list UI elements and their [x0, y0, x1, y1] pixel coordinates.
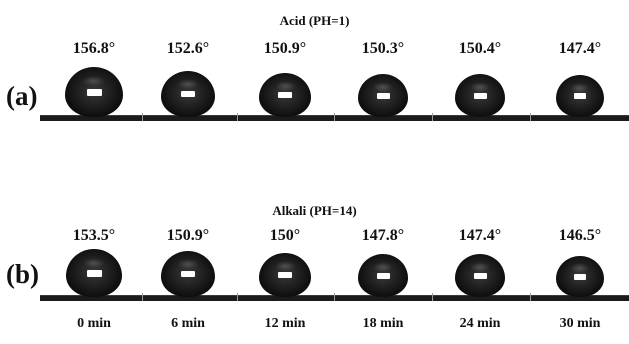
time-label: 0 min: [77, 316, 111, 331]
droplet-glint: [82, 76, 105, 86]
row-a-label: (a): [6, 81, 38, 111]
frame-separator: [432, 293, 433, 301]
droplet-highlight: [278, 272, 292, 278]
droplet-glint: [177, 79, 199, 89]
water-droplet: [259, 73, 311, 117]
droplet-highlight: [377, 93, 390, 99]
droplet-glint: [570, 83, 589, 93]
frame-separator: [237, 293, 238, 301]
droplet-glint: [275, 81, 296, 91]
water-droplet: [161, 251, 215, 297]
droplet-glint: [570, 263, 589, 273]
frame-separator: [142, 293, 143, 301]
contact-angle-label: 150.3°: [361, 40, 405, 57]
time-label: 12 min: [264, 316, 306, 331]
contact-angle-label: 147.4°: [558, 40, 602, 57]
water-droplet: [358, 254, 408, 297]
droplet-highlight: [181, 91, 195, 97]
frame-separator: [142, 113, 143, 121]
droplet-glint: [83, 258, 105, 268]
droplet-glint: [470, 82, 490, 92]
water-droplet: [259, 253, 311, 297]
droplet-highlight: [278, 92, 292, 98]
time-label: 24 min: [459, 316, 501, 331]
droplet-highlight: [474, 273, 487, 279]
droplet-glint: [373, 82, 393, 92]
contact-angle-label: 150.4°: [458, 40, 502, 57]
contact-angle-label: 147.4°: [458, 227, 502, 244]
contact-angle-label: 150°: [269, 227, 301, 244]
droplet-glint: [470, 262, 490, 272]
droplet-glint: [275, 261, 296, 271]
water-droplet: [455, 254, 505, 297]
frame-separator: [334, 293, 335, 301]
droplet-highlight: [87, 270, 102, 277]
contact-angle-label: 153.5°: [72, 227, 116, 244]
time-label: 6 min: [171, 316, 205, 331]
droplet-glint: [177, 259, 199, 269]
water-droplet: [556, 75, 604, 117]
frame-separator: [237, 113, 238, 121]
time-label: 30 min: [559, 316, 601, 331]
water-droplet: [556, 256, 604, 297]
row-a-title: Acid (PH=1): [279, 13, 350, 28]
contact-angle-label: 150.9°: [263, 40, 307, 57]
droplet-highlight: [474, 93, 487, 99]
row-b-label: (b): [6, 259, 39, 289]
contact-angle-label: 152.6°: [166, 40, 210, 57]
water-droplet: [161, 71, 215, 117]
frame-separator: [334, 113, 335, 121]
water-droplet: [455, 74, 505, 117]
frame-separator: [530, 113, 531, 121]
contact-angle-label: 146.5°: [558, 227, 602, 244]
droplet-highlight: [181, 271, 195, 277]
contact-angle-label: 156.8°: [72, 40, 116, 57]
frame-separator: [530, 293, 531, 301]
droplet-highlight: [377, 273, 390, 279]
droplet-highlight: [574, 274, 586, 280]
droplet-glint: [373, 262, 393, 272]
contact-angle-label: 147.8°: [361, 227, 405, 244]
time-label: 18 min: [362, 316, 404, 331]
droplet-highlight: [87, 89, 102, 96]
water-droplet: [65, 67, 123, 117]
water-droplet: [358, 74, 408, 117]
contact-angle-label: 150.9°: [166, 227, 210, 244]
droplet-highlight: [574, 93, 586, 99]
row-b-title: Alkali (PH=14): [272, 203, 357, 218]
water-droplet: [66, 249, 122, 297]
frame-separator: [432, 113, 433, 121]
